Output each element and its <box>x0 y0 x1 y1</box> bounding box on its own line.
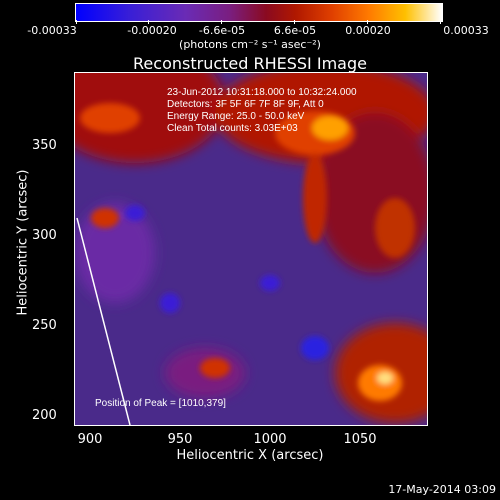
y-axis-label: Heliocentric Y (arcsec) <box>15 169 31 316</box>
colorbar-label: 6.6e-05 <box>273 24 317 37</box>
info-line: 23-Jun-2012 10:31:18.000 to 10:32:24.000 <box>167 87 357 98</box>
colorbar-label: -6.6e-05 <box>198 24 246 37</box>
info-line: Detectors: 3F 5F 6F 7F 8F 9F, Att 0 <box>167 99 324 110</box>
y-tick-label: 300 <box>32 228 57 243</box>
x-tick-label: 1050 <box>343 432 377 447</box>
colorbar-tick <box>148 20 149 24</box>
x-tick-label: 1000 <box>253 432 287 447</box>
colorbar-units: (photons cm⁻² s⁻¹ asec⁻²) <box>179 38 321 51</box>
colorbar-label: -0.00020 <box>127 24 177 37</box>
y-tick-label: 350 <box>32 138 57 153</box>
colorbar-tick <box>294 20 295 24</box>
colorbar-label: 0.00033 <box>443 24 489 37</box>
solar-image <box>75 73 427 425</box>
colorbar-tick <box>221 20 222 24</box>
y-tick-label: 250 <box>32 318 57 333</box>
x-tick-label: 950 <box>167 432 193 447</box>
x-tick-label: 900 <box>77 432 103 447</box>
info-line: Energy Range: 25.0 - 50.0 keV <box>167 111 305 122</box>
peak-position-text: Position of Peak = [1010,379] <box>95 398 226 409</box>
colorbar-tick <box>440 20 441 24</box>
colorbar-tick <box>367 20 368 24</box>
x-axis-label: Heliocentric X (arcsec) <box>176 448 324 463</box>
colorbar-label: 0.00020 <box>345 24 391 37</box>
colorbar <box>75 3 443 22</box>
y-tick-label: 200 <box>32 408 57 423</box>
plot-title: Reconstructed RHESSI Image <box>133 54 367 73</box>
limb-line <box>76 217 131 425</box>
footer-date: 17-May-2014 03:09 <box>388 483 496 496</box>
info-line: Clean Total counts: 3.03E+03 <box>167 123 298 134</box>
image-plot: 23-Jun-2012 10:31:18.000 to 10:32:24.000… <box>74 72 428 426</box>
colorbar-tick <box>76 20 77 24</box>
colorbar-label: -0.00033 <box>27 24 77 37</box>
